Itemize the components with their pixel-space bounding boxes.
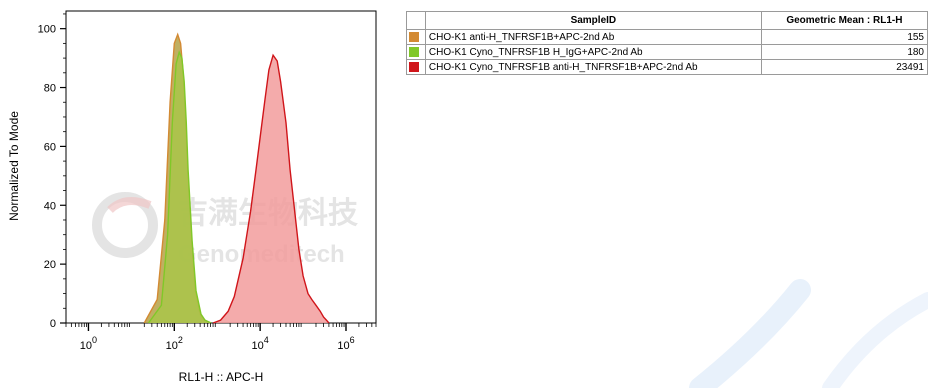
legend-header-swatch <box>406 11 426 30</box>
series-layer <box>143 32 330 324</box>
x-tick-label: 102 <box>166 335 183 352</box>
series-line-1 <box>147 50 212 324</box>
legend-sample-name: CHO-K1 Cyno_TNFRSF1B H_IgG+APC-2nd Ab <box>424 44 762 60</box>
series-area-2 <box>213 55 329 323</box>
legend-swatch <box>409 46 419 57</box>
legend-sample-name: CHO-K1 Cyno_TNFRSF1B anti-H_TNFRSF1B+APC… <box>424 59 762 75</box>
x-tick-exponent: 4 <box>264 335 269 345</box>
x-tick-exponent: 6 <box>350 335 355 345</box>
watermark-logo: 吉满生物科技 Genomeditech <box>92 192 358 268</box>
x-tick-label: 106 <box>337 335 354 352</box>
legend-header-sampleid: SampleID <box>424 11 762 30</box>
series-area-1 <box>148 52 212 323</box>
legend-row: CHO-K1 anti-H_TNFRSF1B+APC-2nd Ab 155 <box>406 29 928 45</box>
x-tick-label: 100 <box>80 335 97 352</box>
legend-swatch <box>409 61 419 72</box>
legend-swatch <box>409 31 419 42</box>
x-tick-label: 104 <box>252 335 269 352</box>
x-axis-title: RL1-H :: APC-H <box>179 370 264 384</box>
legend-header-geomean: Geometric Mean : RL1-H <box>760 11 928 30</box>
x-tick-exponent: 0 <box>92 335 97 345</box>
y-tick-label: 40 <box>44 200 56 212</box>
x-tick-exponent: 2 <box>178 335 183 345</box>
y-tick-label: 80 <box>44 83 56 95</box>
y-tick-label: 20 <box>44 259 56 271</box>
y-axis-title: Normalized To Mode <box>7 111 21 221</box>
background-swoosh-decoration <box>689 279 928 388</box>
series-line-2 <box>212 53 330 324</box>
legend-geomean-value: 23491 <box>760 59 928 75</box>
legend-sample-name: CHO-K1 anti-H_TNFRSF1B+APC-2nd Ab <box>424 29 762 45</box>
y-tick-label: 60 <box>44 141 56 153</box>
legend-geomean-value: 180 <box>760 44 928 60</box>
legend-geomean-value: 155 <box>760 29 928 45</box>
y-tick-label: 100 <box>38 24 56 36</box>
legend-header-row: SampleID Geometric Mean : RL1-H <box>406 11 928 30</box>
watermark-logo-mark <box>92 192 158 258</box>
y-tick-label: 0 <box>50 318 56 330</box>
legend-row: CHO-K1 Cyno_TNFRSF1B anti-H_TNFRSF1B+APC… <box>406 59 928 75</box>
sample-legend-table: SampleID Geometric Mean : RL1-H CHO-K1 a… <box>406 11 928 75</box>
plot-frame <box>65 10 377 324</box>
legend-row: CHO-K1 Cyno_TNFRSF1B H_IgG+APC-2nd Ab 18… <box>406 44 928 60</box>
